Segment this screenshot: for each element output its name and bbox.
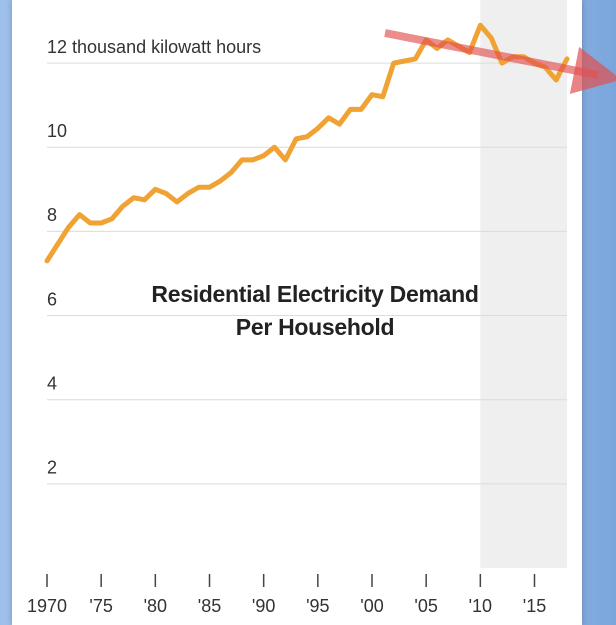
x-tick-label: '75: [89, 596, 112, 616]
y-tick-label: 2: [47, 458, 57, 478]
x-tick-label: '05: [414, 596, 437, 616]
shaded-region: [480, 0, 567, 568]
x-tick-label: '85: [198, 596, 221, 616]
x-tick-label: 1970: [27, 596, 67, 616]
chart-title: Residential Electricity Demand Per House…: [151, 281, 479, 340]
x-tick-label: '10: [469, 596, 492, 616]
y-tick-label: 6: [47, 289, 57, 309]
y-tick-label: 10: [47, 121, 67, 141]
x-tick-label: '80: [144, 596, 167, 616]
y-tick-label: 8: [47, 205, 57, 225]
trend-arrow: [384, 29, 616, 94]
x-tick-label: '00: [360, 596, 383, 616]
data-line: [44, 22, 570, 264]
y-tick-label: 4: [47, 373, 57, 393]
x-tick-label: '15: [523, 596, 546, 616]
x-tick-label: '90: [252, 596, 275, 616]
x-tick-label: '95: [306, 596, 329, 616]
y-tick-label: 12 thousand kilowatt hours: [47, 37, 261, 57]
